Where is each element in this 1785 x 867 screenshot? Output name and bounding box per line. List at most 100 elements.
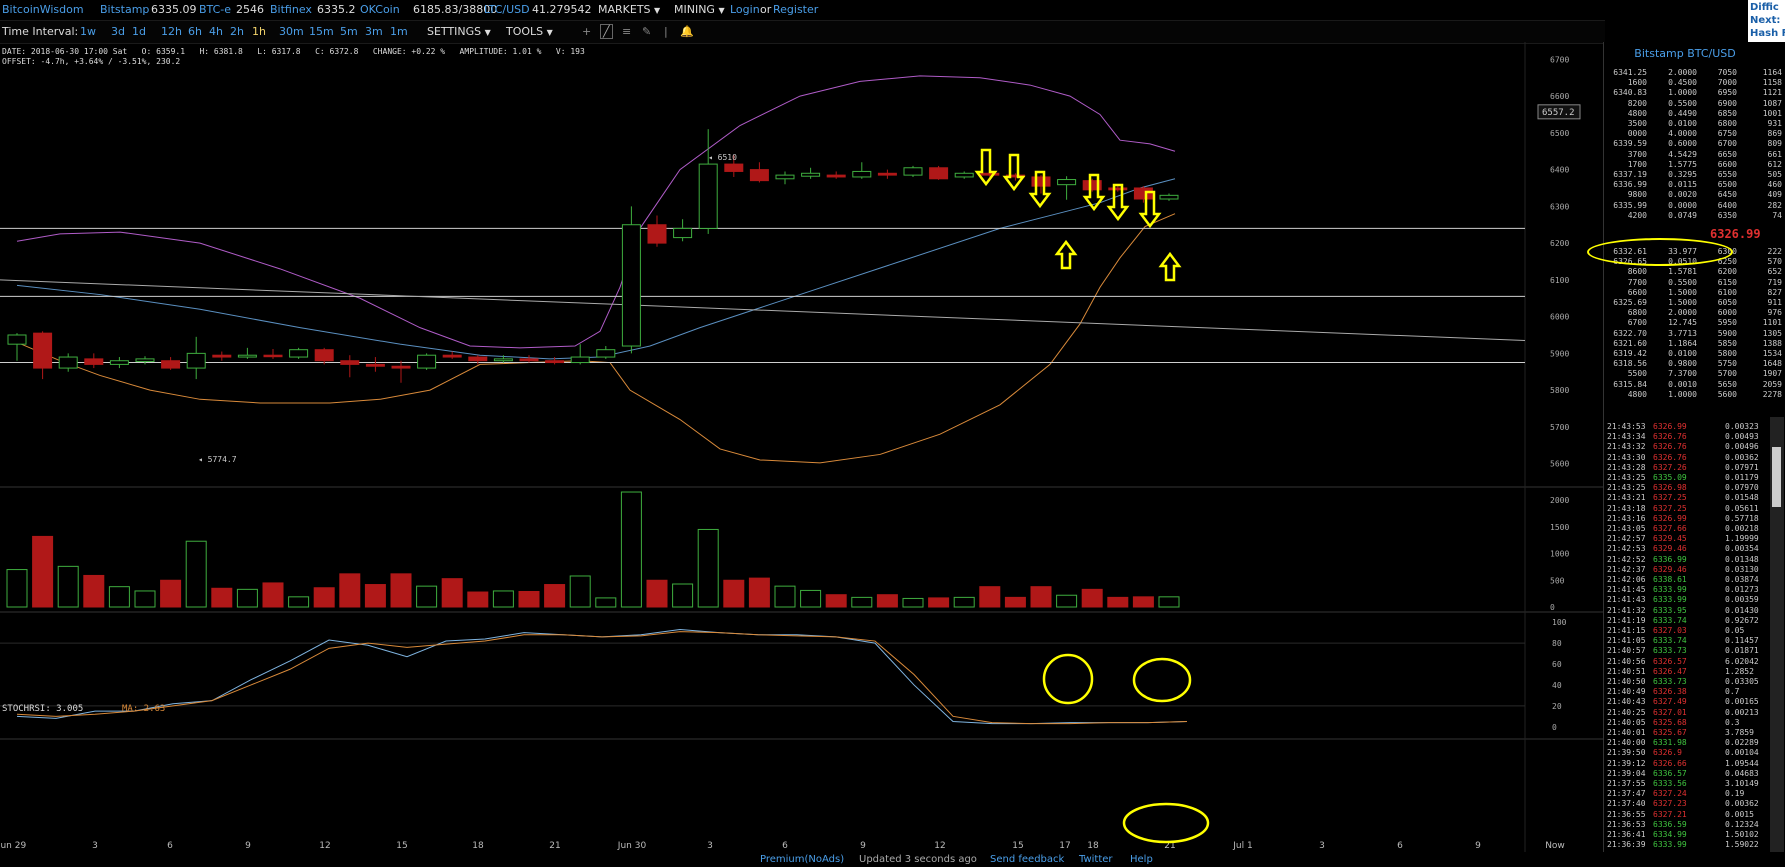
candle-body bbox=[314, 349, 334, 362]
trade-cell: 0.04683 bbox=[1725, 768, 1759, 778]
trades-scrollbar[interactable] bbox=[1770, 417, 1784, 852]
alert-bell-icon[interactable]: 🔔 bbox=[680, 25, 694, 38]
interval-30m[interactable]: 30m bbox=[279, 25, 304, 38]
market-ltcusd[interactable]: LTC/USD bbox=[484, 3, 530, 16]
volume-bar bbox=[1107, 596, 1129, 608]
orderbook-cell: 4800 bbox=[1627, 108, 1647, 118]
volume-bar bbox=[236, 588, 258, 608]
trade-cell: 0.05611 bbox=[1725, 503, 1759, 513]
orderbook-cell: 976 bbox=[1767, 308, 1782, 318]
orderbook-cell: 2278 bbox=[1762, 389, 1782, 399]
volume-bar bbox=[467, 591, 489, 608]
interval-1m[interactable]: 1m bbox=[390, 25, 408, 38]
help-link[interactable]: Help bbox=[1130, 854, 1153, 865]
pencil-tool-icon[interactable]: ✎ bbox=[642, 25, 652, 38]
trade-cell: 0.07970 bbox=[1725, 483, 1759, 493]
orderbook-cell: 12.745 bbox=[1668, 318, 1697, 328]
trade-cell: 6336.57 bbox=[1653, 768, 1687, 778]
interval-2h[interactable]: 2h bbox=[230, 25, 244, 38]
markets-menu[interactable]: MARKETS ▼ bbox=[598, 3, 660, 16]
trade-cell: 0.19 bbox=[1725, 789, 1745, 799]
register-link[interactable]: Register bbox=[773, 3, 819, 16]
trade-cell: 0.02289 bbox=[1725, 738, 1759, 748]
trade-cell: 21:43:05 bbox=[1607, 524, 1646, 533]
orderbook-cell: 6337.19 bbox=[1613, 170, 1647, 179]
orderbook-cell: 6341.25 bbox=[1613, 68, 1647, 77]
trade-cell: 21:36:41 bbox=[1607, 830, 1646, 839]
horizontal-lines-tool-icon[interactable]: ≡ bbox=[622, 25, 632, 38]
interval-6h[interactable]: 6h bbox=[188, 25, 202, 38]
twitter-link[interactable]: Twitter bbox=[1079, 854, 1113, 865]
orderbook-cell: 8600 bbox=[1627, 267, 1647, 277]
market-bitstamp[interactable]: Bitstamp bbox=[100, 3, 150, 16]
current-price-box bbox=[1537, 104, 1581, 120]
x-tick-label: 15 bbox=[396, 841, 407, 851]
trade-cell: 0.03874 bbox=[1725, 575, 1759, 584]
volume-bar bbox=[1056, 594, 1078, 608]
high-marker: ◂ 6510 bbox=[708, 153, 737, 162]
orderbook-cell: 0.0000 bbox=[1668, 200, 1697, 210]
x-tick-label: 12 bbox=[319, 841, 330, 851]
feedback-link[interactable]: Send feedback bbox=[990, 854, 1065, 865]
interval-1h[interactable]: 1h bbox=[252, 25, 266, 38]
volume-bar bbox=[876, 594, 898, 608]
candles bbox=[7, 129, 1179, 383]
price-tick-label: 5800 bbox=[1550, 386, 1569, 395]
orderbook-cell: 6339.59 bbox=[1613, 139, 1647, 149]
candle-body bbox=[877, 172, 897, 176]
trade-cell: 21:37:40 bbox=[1607, 799, 1646, 809]
market-ltcusd-price: 41.279542 bbox=[532, 3, 592, 16]
trade-cell: 21:36:53 bbox=[1607, 819, 1646, 829]
volume-bar bbox=[416, 585, 438, 608]
crosshair-tool-icon[interactable]: + bbox=[582, 25, 592, 38]
price-tick-label: 6300 bbox=[1550, 202, 1569, 211]
orderbook-cell: 869 bbox=[1767, 129, 1782, 139]
settings-menu[interactable]: SETTINGS ▼ bbox=[427, 25, 491, 38]
orderbook-cell: 1.1864 bbox=[1668, 338, 1697, 348]
premium-link[interactable]: Premium(NoAds) bbox=[760, 854, 845, 865]
volume-bar bbox=[672, 583, 694, 608]
trade-cell: 21:39:12 bbox=[1607, 758, 1646, 768]
market-okcoin[interactable]: OKCoin bbox=[360, 3, 400, 16]
price-chart[interactable]: 5600570058005900600061006200630064006500… bbox=[0, 42, 1603, 852]
candle-body bbox=[58, 356, 78, 369]
chevron-down-icon: ▼ bbox=[718, 6, 725, 15]
candle-body bbox=[1057, 179, 1077, 186]
trade-cell: 21:43:18 bbox=[1607, 503, 1646, 513]
interval-4h[interactable]: 4h bbox=[209, 25, 223, 38]
volume-bar bbox=[569, 575, 591, 608]
interval-3d[interactable]: 3d bbox=[111, 25, 125, 38]
market-bitfinex[interactable]: Bitfinex bbox=[270, 3, 312, 16]
volume-bar bbox=[928, 597, 950, 608]
trade-cell: 6326.9 bbox=[1653, 748, 1682, 758]
interval-1w[interactable]: 1w bbox=[80, 25, 96, 38]
volume-bar bbox=[595, 597, 617, 608]
candle-info: DATE: 2018-06-30 17:00 Sat O: 6359.1 H: … bbox=[2, 47, 585, 67]
orderbook-cell: 6700 bbox=[1717, 139, 1737, 149]
interval-5m[interactable]: 5m bbox=[340, 25, 358, 38]
volume-tick-label: 500 bbox=[1550, 576, 1565, 585]
interval-15m[interactable]: 15m bbox=[309, 25, 334, 38]
stochrsi-label: STOCHRSI: 3.005 bbox=[2, 704, 83, 714]
mining-menu[interactable]: MINING ▼ bbox=[674, 3, 725, 16]
volume-bar bbox=[185, 540, 207, 608]
orderbook-current-price: 6326.99 bbox=[1710, 227, 1761, 241]
scrollbar-thumb[interactable] bbox=[1772, 447, 1781, 507]
interval-12h[interactable]: 12h bbox=[161, 25, 182, 38]
line-tool-icon[interactable]: ╱ bbox=[600, 24, 613, 39]
market-btce[interactable]: BTC-e bbox=[199, 3, 232, 16]
orderbook-cell: 911 bbox=[1767, 298, 1782, 307]
annotation-circle bbox=[1132, 657, 1192, 703]
orderbook-cell: 6400 bbox=[1717, 200, 1737, 210]
volume-bar bbox=[646, 579, 668, 608]
orderbook-cell: 6850 bbox=[1717, 108, 1737, 118]
trade-cell: 1.50102 bbox=[1725, 830, 1759, 839]
login-link[interactable]: Login bbox=[730, 3, 760, 16]
interval-1d[interactable]: 1d bbox=[132, 25, 146, 38]
tools-menu[interactable]: TOOLS ▼ bbox=[506, 25, 553, 38]
trade-cell: 1.59022 bbox=[1725, 840, 1759, 850]
brand-logo[interactable]: BitcoinWisdom bbox=[2, 3, 84, 16]
x-tick-label: 21 bbox=[1164, 841, 1175, 851]
interval-3m[interactable]: 3m bbox=[365, 25, 383, 38]
candle-body bbox=[903, 167, 923, 176]
